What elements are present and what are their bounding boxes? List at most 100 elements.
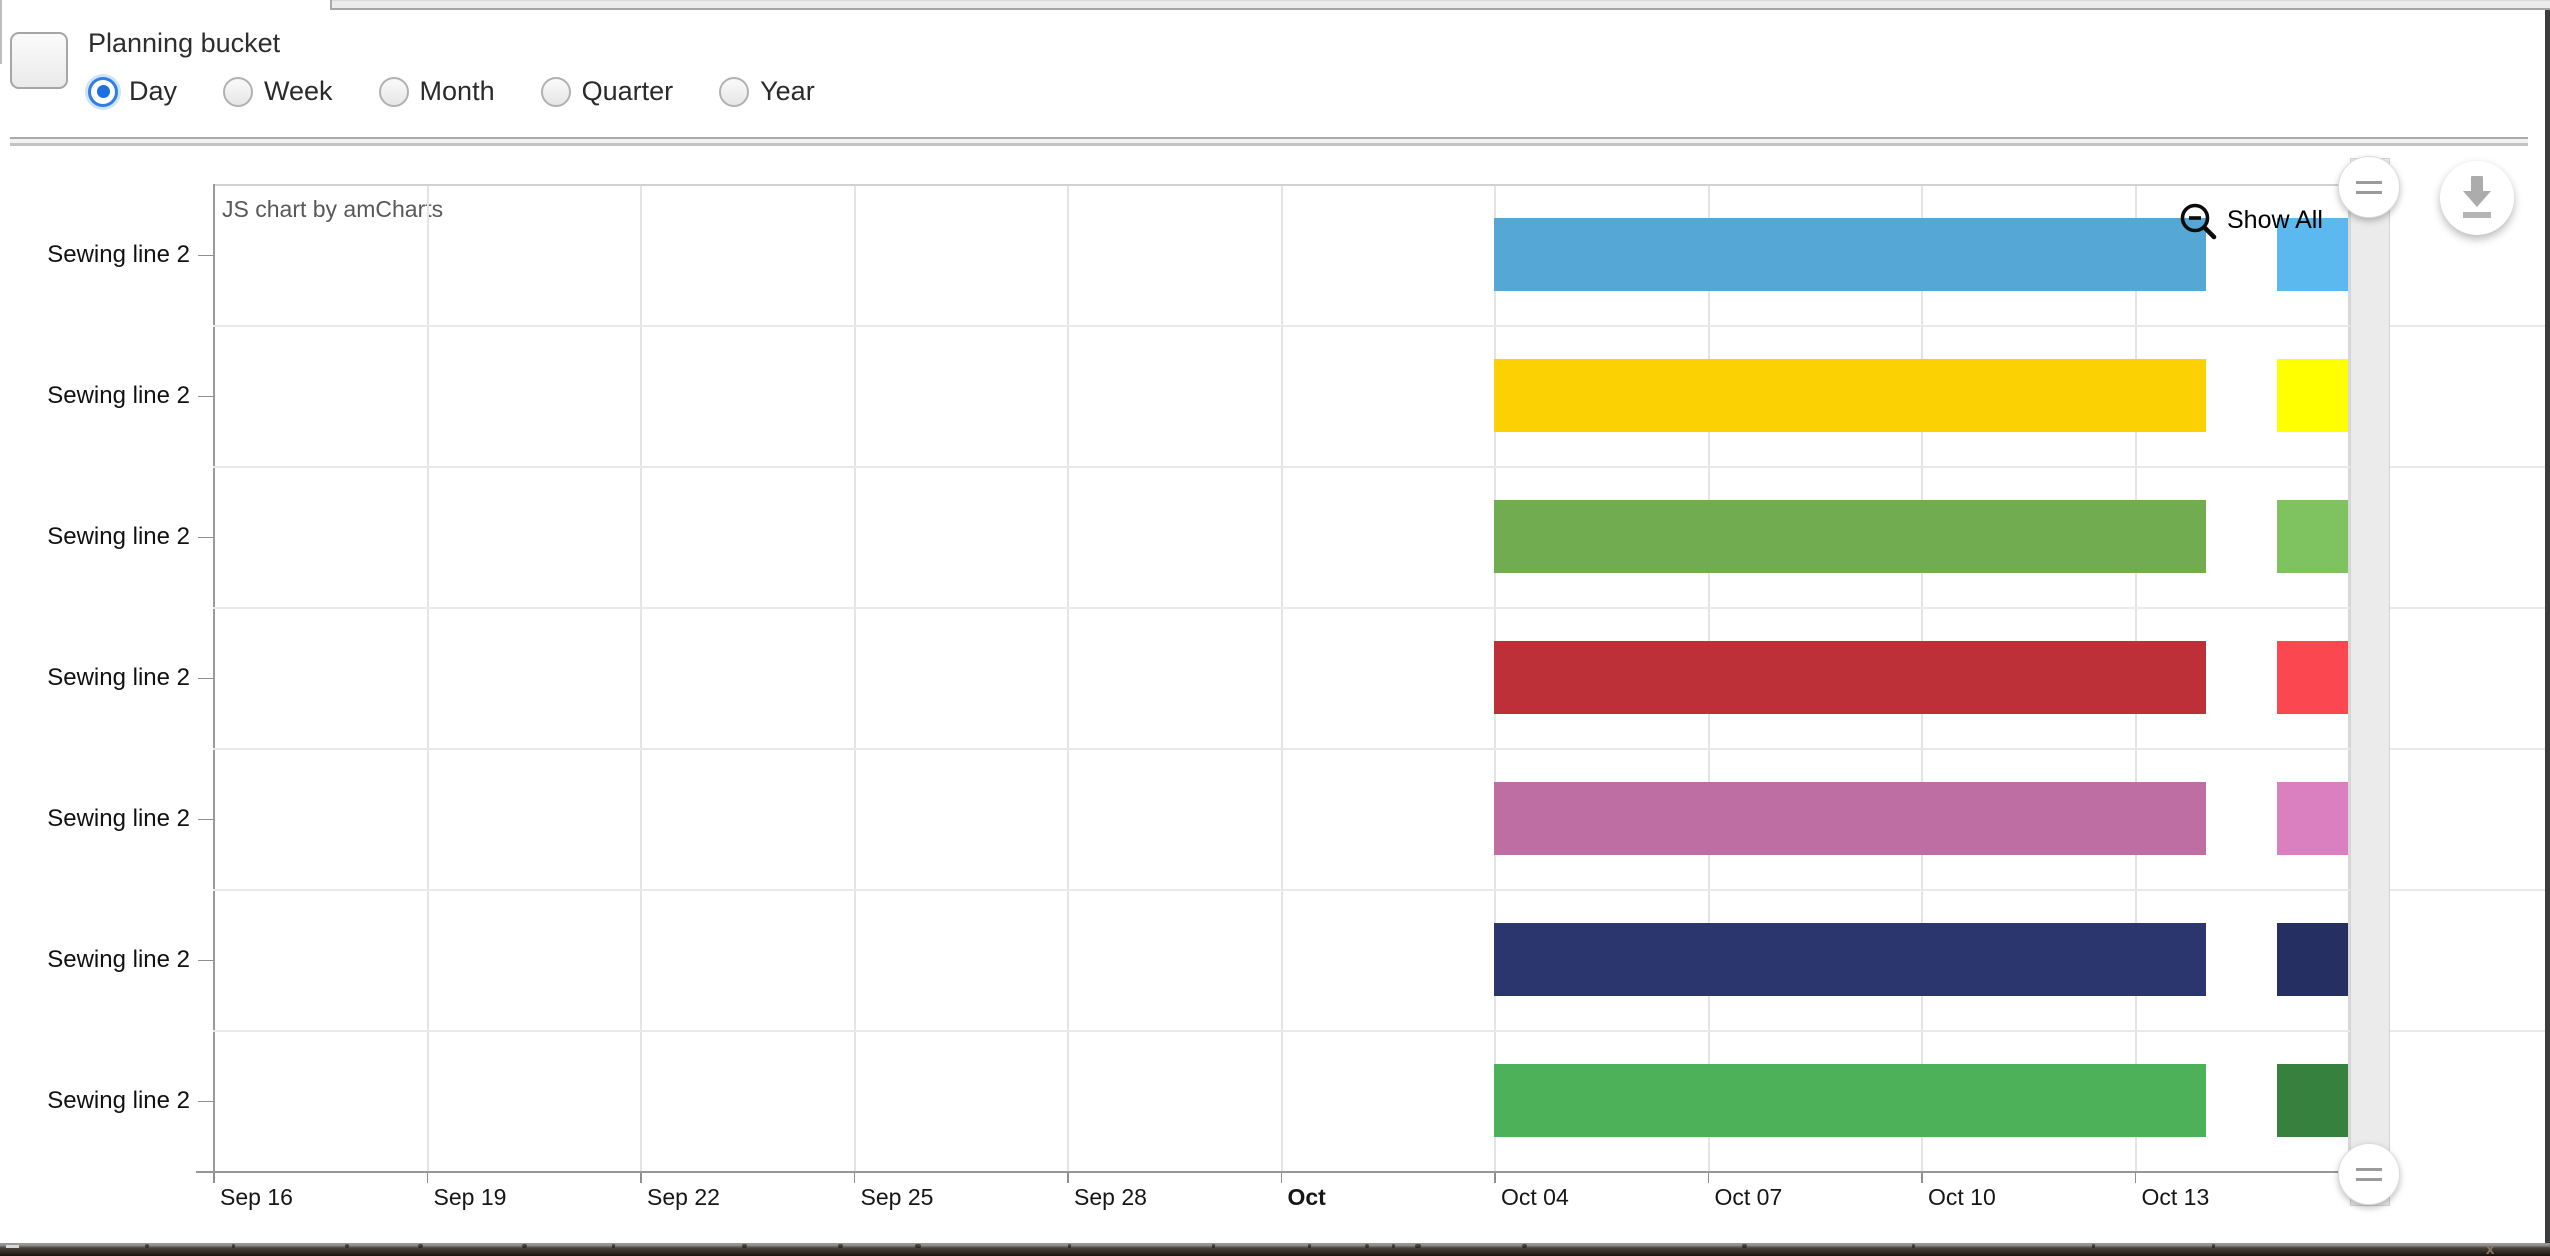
band-blob <box>1912 1244 1915 1248</box>
scrollbar-grip-icon[interactable] <box>2338 1143 2400 1205</box>
plot-top-border <box>213 184 2348 186</box>
band-blob <box>742 1244 747 1248</box>
x-axis-label: Sep 25 <box>860 1184 934 1210</box>
category-tick <box>198 395 213 397</box>
gantt-bar[interactable] <box>1494 500 2206 573</box>
band-blob <box>1392 1244 1395 1248</box>
radio-year[interactable]: Year <box>719 76 815 107</box>
radio-label: Year <box>760 76 815 106</box>
bottom-dark-band: x <box>0 1241 2550 1256</box>
band-blob <box>1308 1244 1311 1248</box>
gantt-bar[interactable] <box>1494 359 2206 432</box>
category-label: Sewing line 2 <box>47 663 190 691</box>
x-axis-tick <box>1067 1171 1069 1183</box>
category-tick <box>198 677 213 679</box>
radio-label: Day <box>129 76 178 106</box>
tab-strip-background <box>332 0 2550 10</box>
band-blob <box>145 1244 149 1248</box>
x-gridline <box>853 184 856 1171</box>
x-axis-label: Oct <box>1287 1184 1326 1210</box>
band-blob <box>2092 1244 2095 1248</box>
zoom-out-icon[interactable] <box>2178 201 2224 247</box>
category-axis-line <box>213 184 215 1171</box>
window-right-edge <box>2545 10 2550 1243</box>
gantt-bar[interactable] <box>2276 782 2348 855</box>
radio-label: Week <box>264 76 333 106</box>
gantt-bar[interactable] <box>1494 1064 2206 1137</box>
band-blob <box>345 1244 349 1248</box>
radio-label: Quarter <box>581 76 674 106</box>
gantt-bar[interactable] <box>1494 218 2206 291</box>
band-blob <box>1415 1244 1421 1248</box>
amcharts-watermark: JS chart by amCharts <box>222 196 444 222</box>
show-all-button[interactable]: Show All <box>2227 206 2323 234</box>
radio-day[interactable]: Day <box>88 76 177 107</box>
x-axis-tick <box>1921 1171 1923 1183</box>
category-tick <box>198 959 213 961</box>
category-tick <box>198 818 213 820</box>
x-axis-tick <box>1280 1171 1282 1183</box>
toolbar-divider <box>10 137 2528 146</box>
category-label: Sewing line 2 <box>47 804 190 832</box>
radio-month[interactable]: Month <box>378 76 495 107</box>
gantt-bar[interactable] <box>2276 923 2348 996</box>
collapse-toggle-button[interactable] <box>10 32 68 89</box>
x-gridline <box>1280 184 1283 1171</box>
x-axis-line <box>196 1171 2388 1173</box>
band-blob <box>1068 1244 1071 1248</box>
band-marker <box>6 1245 19 1248</box>
gantt-bar[interactable] <box>2276 500 2348 573</box>
x-gridline <box>640 184 642 1171</box>
gantt-bar[interactable] <box>1494 923 2206 996</box>
x-axis-label: Oct 13 <box>2141 1184 2210 1210</box>
x-axis-tick <box>426 1171 428 1183</box>
x-axis-tick <box>1707 1171 1709 1183</box>
x-axis-label: Oct 04 <box>1501 1184 1569 1210</box>
gantt-bar[interactable] <box>2276 1064 2348 1137</box>
band-blob <box>232 1244 235 1248</box>
band-x-glyph: x <box>2486 1241 2495 1256</box>
gantt-bar[interactable] <box>2276 359 2348 432</box>
radio-week[interactable]: Week <box>223 76 333 107</box>
category-label: Sewing line 2 <box>47 1086 190 1114</box>
radio-circle[interactable] <box>540 76 571 107</box>
download-icon <box>2463 176 2491 218</box>
x-axis-label: Sep 19 <box>433 1184 507 1210</box>
row-separator <box>213 466 2550 468</box>
planning-bucket-radio-group: Day Week Month Quarter Year <box>88 76 815 107</box>
band-blob <box>1742 1244 1747 1248</box>
vertical-scrollbar[interactable] <box>2350 158 2390 1206</box>
row-separator <box>213 607 2550 609</box>
band-blob <box>1365 1244 1369 1248</box>
x-axis-tick <box>1494 1171 1496 1183</box>
scrollbar-grip-icon[interactable] <box>2338 156 2400 218</box>
x-gridline <box>1067 184 1069 1171</box>
band-blob <box>915 1244 921 1248</box>
radio-label: Month <box>419 76 495 106</box>
gantt-bar[interactable] <box>2276 641 2348 714</box>
category-label: Sewing line 2 <box>47 240 190 268</box>
band-blob <box>522 1244 527 1248</box>
band-blob <box>838 1244 843 1248</box>
row-separator <box>213 325 2550 327</box>
category-label: Sewing line 2 <box>47 945 190 973</box>
band-blob <box>612 1244 615 1248</box>
category-label: Sewing line 2 <box>47 381 190 409</box>
x-axis-tick <box>853 1171 855 1183</box>
active-tab[interactable] <box>0 0 332 10</box>
radio-circle[interactable] <box>719 76 750 107</box>
gantt-bar[interactable] <box>1494 641 2206 714</box>
row-separator <box>213 1030 2550 1032</box>
gantt-bar[interactable] <box>1494 782 2206 855</box>
radio-circle[interactable] <box>378 76 409 107</box>
gantt-bar[interactable] <box>2276 218 2348 291</box>
export-menu-button[interactable] <box>2440 161 2514 235</box>
x-axis-label: Sep 16 <box>220 1184 293 1210</box>
radio-quarter[interactable]: Quarter <box>540 76 674 107</box>
band-blob <box>418 1244 423 1248</box>
radio-circle[interactable] <box>88 76 118 107</box>
radio-circle[interactable] <box>223 76 254 107</box>
row-separator <box>213 889 2550 891</box>
